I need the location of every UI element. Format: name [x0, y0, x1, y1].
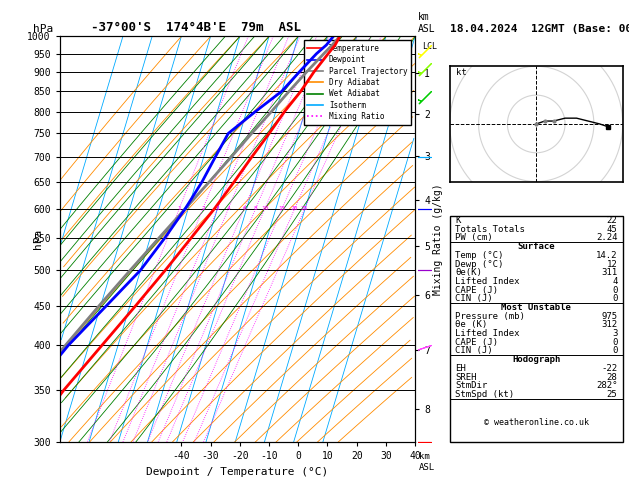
Text: CAPE (J): CAPE (J): [455, 286, 498, 295]
Text: -22: -22: [601, 364, 618, 373]
Text: StmDir: StmDir: [455, 381, 487, 390]
Text: -37°00'S  174°4B'E  79m  ASL: -37°00'S 174°4B'E 79m ASL: [91, 21, 301, 34]
Text: 311: 311: [601, 268, 618, 278]
Text: 3: 3: [216, 206, 220, 211]
Text: 6: 6: [242, 206, 246, 211]
Text: 45: 45: [607, 225, 618, 234]
Text: 22: 22: [607, 216, 618, 225]
Text: Lifted Index: Lifted Index: [455, 329, 520, 338]
Text: SREH: SREH: [455, 373, 476, 382]
Text: 20: 20: [291, 206, 299, 211]
Text: PW (cm): PW (cm): [455, 233, 493, 243]
Text: 312: 312: [601, 320, 618, 330]
Text: 975: 975: [601, 312, 618, 321]
Text: Lifted Index: Lifted Index: [455, 277, 520, 286]
Text: 18.04.2024  12GMT (Base: 00): 18.04.2024 12GMT (Base: 00): [450, 24, 629, 34]
Text: Pressure (mb): Pressure (mb): [455, 312, 525, 321]
Text: 2.24: 2.24: [596, 233, 618, 243]
Text: km
ASL: km ASL: [418, 13, 436, 34]
Text: CIN (J): CIN (J): [455, 347, 493, 355]
Text: hPa: hPa: [33, 229, 43, 249]
Text: 1: 1: [177, 206, 181, 211]
Text: 2: 2: [201, 206, 205, 211]
Text: CIN (J): CIN (J): [455, 295, 493, 303]
Text: Dewp (°C): Dewp (°C): [455, 260, 503, 269]
Text: θe(K): θe(K): [455, 268, 482, 278]
Text: 0: 0: [612, 295, 618, 303]
Text: Hodograph: Hodograph: [512, 355, 560, 364]
Text: θe (K): θe (K): [455, 320, 487, 330]
Text: Most Unstable: Most Unstable: [501, 303, 571, 312]
Text: 25: 25: [301, 206, 308, 211]
Text: LCL: LCL: [422, 42, 437, 51]
Text: 28: 28: [607, 373, 618, 382]
Text: 4: 4: [226, 206, 230, 211]
Text: 0: 0: [612, 347, 618, 355]
Text: Surface: Surface: [518, 242, 555, 251]
Text: 0: 0: [612, 338, 618, 347]
Text: 14.2: 14.2: [596, 251, 618, 260]
Text: StmSpd (kt): StmSpd (kt): [455, 390, 514, 399]
Text: K: K: [455, 216, 460, 225]
Text: Temp (°C): Temp (°C): [455, 251, 503, 260]
Text: km
ASL: km ASL: [419, 452, 435, 472]
Text: hPa: hPa: [33, 24, 53, 34]
Text: 0: 0: [612, 286, 618, 295]
Text: Totals Totals: Totals Totals: [455, 225, 525, 234]
Text: 15: 15: [278, 206, 286, 211]
Text: 4: 4: [612, 277, 618, 286]
X-axis label: Dewpoint / Temperature (°C): Dewpoint / Temperature (°C): [147, 467, 328, 477]
Text: 12: 12: [607, 260, 618, 269]
Legend: Temperature, Dewpoint, Parcel Trajectory, Dry Adiabat, Wet Adiabat, Isotherm, Mi: Temperature, Dewpoint, Parcel Trajectory…: [304, 40, 411, 124]
Text: 10: 10: [261, 206, 269, 211]
Y-axis label: Mixing Ratio (g/kg): Mixing Ratio (g/kg): [433, 184, 443, 295]
Text: CAPE (J): CAPE (J): [455, 338, 498, 347]
Text: 3: 3: [612, 329, 618, 338]
Text: EH: EH: [455, 364, 465, 373]
Text: © weatheronline.co.uk: © weatheronline.co.uk: [484, 418, 589, 427]
Text: 25: 25: [607, 390, 618, 399]
Text: kt: kt: [455, 68, 466, 77]
Text: 282°: 282°: [596, 381, 618, 390]
Text: 8: 8: [253, 206, 257, 211]
